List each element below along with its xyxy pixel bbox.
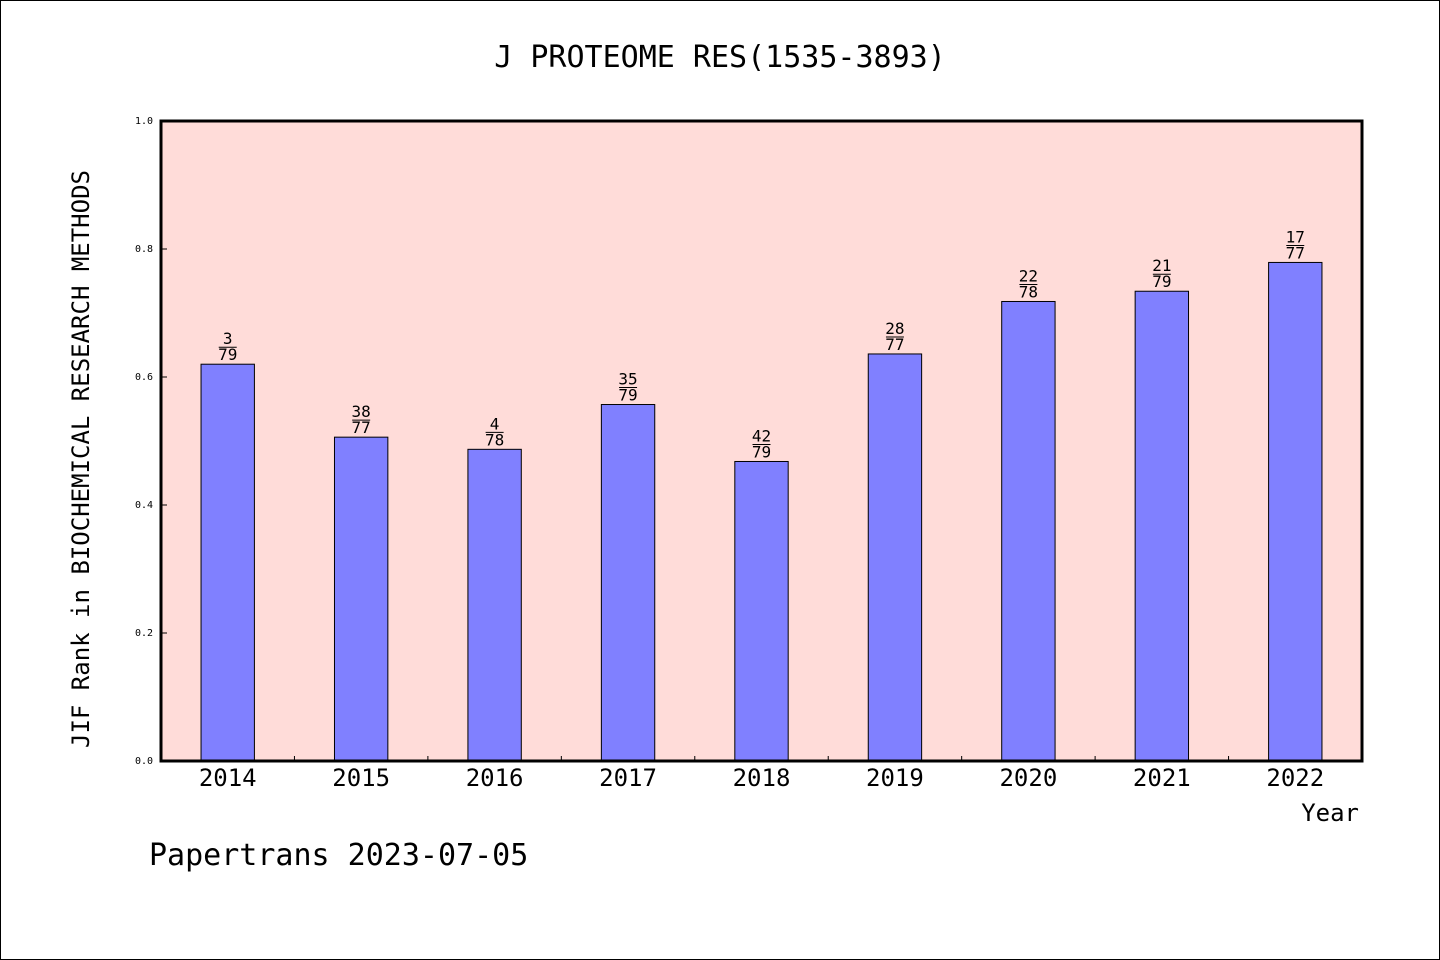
x-tick-label: 2017	[599, 764, 657, 792]
bar-rank-label: 3	[223, 329, 233, 348]
bar-rank-label: 17	[1286, 227, 1305, 246]
bar-2015	[333, 436, 389, 762]
y-tick-label: 0.6	[135, 372, 153, 383]
x-tick-label: 2014	[199, 764, 257, 792]
x-tick-label: 2016	[466, 764, 524, 792]
y-tick-label: 0.0	[135, 756, 153, 767]
bar-total-label: 79	[1152, 272, 1171, 291]
bar-2020	[1001, 300, 1056, 762]
y-tick-label: 0.2	[135, 628, 153, 639]
y-axis-label: JIF Rank in BIOCHEMICAL RESEARCH METHODS	[67, 170, 95, 748]
y-tick-label: 1.0	[135, 116, 153, 127]
bar-total-label: 79	[218, 345, 237, 364]
bar-2017	[600, 404, 656, 762]
bar-rank-label: 21	[1152, 256, 1171, 275]
bar-2021	[1134, 290, 1190, 762]
bar-2022	[1268, 261, 1323, 762]
bar-total-label: 77	[885, 335, 904, 354]
bar-rank-label: 22	[1019, 266, 1038, 285]
bar-total-label: 77	[352, 418, 371, 437]
x-axis-label: Year	[1301, 799, 1359, 827]
bar-total-label: 77	[1286, 243, 1305, 262]
bar-2014	[200, 363, 255, 762]
bar-rank-label: 38	[352, 402, 371, 421]
x-tick-label: 2020	[999, 764, 1057, 792]
bar-rank-label: 42	[752, 426, 771, 445]
axis-ticks: 2014 2015 2016 2017 2018 2019 2020 2021 2022 0.0 0…	[135, 116, 1324, 792]
bar-2018	[734, 460, 789, 762]
bar-rank-label: 4	[490, 414, 500, 433]
bar-2016	[467, 448, 522, 762]
bar-2019	[867, 353, 923, 762]
bar-total-label: 78	[1019, 282, 1038, 301]
y-tick-label: 0.8	[135, 244, 153, 255]
x-tick-label: 2019	[866, 764, 924, 792]
bar-total-label: 79	[752, 442, 771, 461]
x-tick-label: 2015	[332, 764, 390, 792]
bar-total-label: 78	[485, 430, 504, 449]
y-tick-label: 0.4	[135, 500, 153, 511]
bar-rank-label: 28	[885, 319, 904, 338]
x-tick-label: 2022	[1266, 764, 1324, 792]
x-tick-label: 2018	[733, 764, 791, 792]
footer-text: Papertrans 2023-07-05	[149, 838, 528, 873]
plot-border	[159, 119, 1364, 763]
chart-title: J PROTEOME RES(1535-3893)	[494, 40, 946, 75]
x-tick-label: 2021	[1133, 764, 1191, 792]
bar-rank-label: 35	[618, 370, 637, 389]
bar-total-label: 79	[618, 386, 637, 405]
